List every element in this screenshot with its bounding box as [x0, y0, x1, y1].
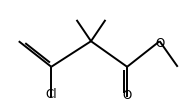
Text: O: O — [122, 89, 132, 102]
Text: Cl: Cl — [46, 88, 57, 101]
Text: O: O — [155, 37, 164, 50]
